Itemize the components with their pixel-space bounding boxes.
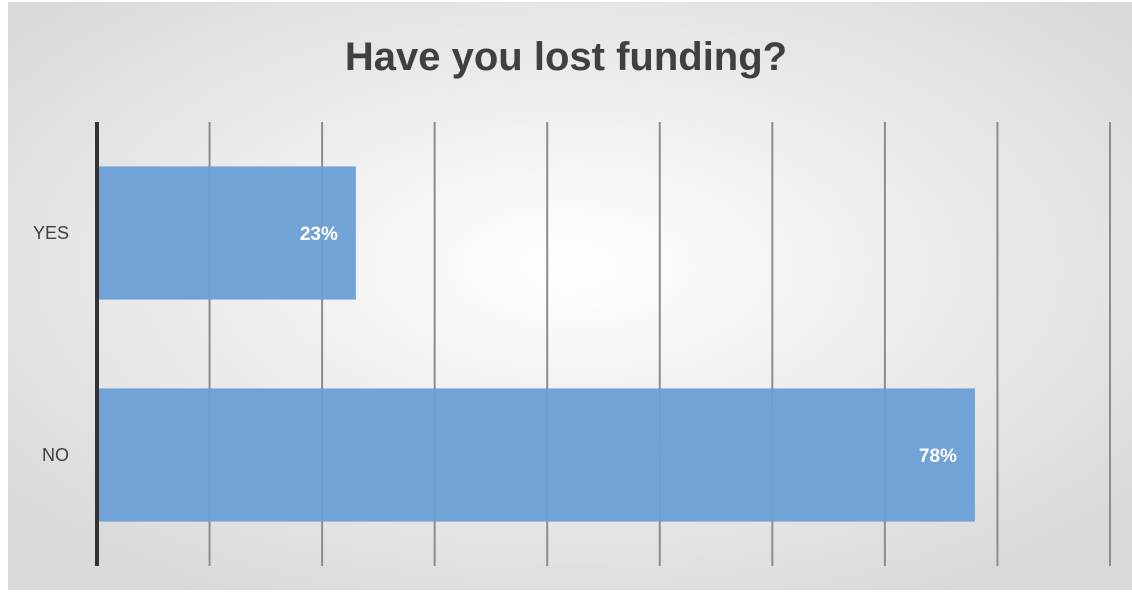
bar-yes (97, 166, 356, 300)
data-label: 23% (300, 224, 338, 245)
chart-title: Have you lost funding? (345, 35, 787, 79)
data-label: 78% (919, 446, 957, 467)
labels: YES 23% NO 78% (33, 223, 957, 467)
bar-no (97, 388, 975, 522)
bars (97, 166, 975, 522)
category-label: YES (33, 223, 69, 243)
category-label: NO (42, 445, 69, 465)
